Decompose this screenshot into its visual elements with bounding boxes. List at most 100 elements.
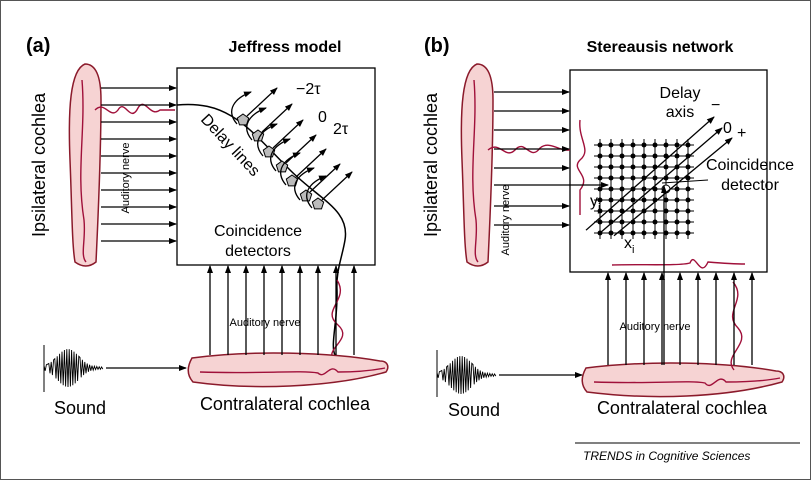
delay-arrow bbox=[272, 119, 304, 149]
node bbox=[641, 230, 647, 236]
delay-axis-label: axis bbox=[666, 104, 694, 121]
coincidence-label: Coincidence bbox=[706, 157, 794, 174]
node bbox=[641, 197, 647, 203]
node bbox=[652, 230, 658, 236]
node bbox=[652, 208, 658, 214]
node bbox=[663, 153, 669, 159]
node bbox=[674, 219, 680, 225]
node bbox=[663, 164, 669, 170]
node bbox=[608, 230, 614, 236]
node bbox=[608, 186, 614, 192]
delay-arrow bbox=[306, 175, 327, 209]
node bbox=[619, 219, 625, 225]
delay-label: 0 bbox=[318, 109, 327, 126]
nerve-label: Auditory nerve bbox=[230, 317, 301, 329]
signal-wave bbox=[576, 119, 586, 215]
node bbox=[685, 153, 691, 159]
delay-arrow bbox=[270, 138, 291, 172]
node bbox=[608, 164, 614, 170]
delay-arrow bbox=[246, 107, 267, 141]
detector bbox=[299, 189, 313, 202]
axis-sign: − bbox=[711, 97, 720, 114]
network-box bbox=[569, 69, 768, 273]
coincidence-label: detectors bbox=[225, 243, 291, 260]
node bbox=[663, 219, 669, 225]
node bbox=[674, 186, 680, 192]
delay-arrow bbox=[280, 152, 301, 186]
node bbox=[685, 197, 691, 203]
x-sub: i bbox=[632, 244, 634, 256]
panel-title: Jeffress model bbox=[229, 39, 342, 56]
node bbox=[663, 208, 669, 214]
contralateral-label: Contralateral cochlea bbox=[200, 394, 371, 414]
sound-label: Sound bbox=[54, 398, 106, 418]
contra-wave bbox=[730, 281, 743, 371]
delay-axis-arrow bbox=[585, 116, 715, 231]
delay-arrow bbox=[285, 134, 317, 164]
node bbox=[652, 175, 658, 181]
node bbox=[630, 175, 636, 181]
detector bbox=[311, 197, 325, 210]
nerve-label: Auditory nerve bbox=[620, 321, 691, 333]
ipsilateral-cochlea bbox=[460, 63, 494, 267]
node bbox=[608, 197, 614, 203]
nerve-label: Auditory nerve bbox=[120, 143, 132, 214]
node bbox=[652, 153, 658, 159]
node bbox=[619, 175, 625, 181]
node bbox=[630, 164, 636, 170]
cochlea-wave bbox=[472, 79, 479, 263]
delay-arrow bbox=[295, 148, 327, 178]
node bbox=[663, 230, 669, 236]
delay-axis-arrow bbox=[613, 137, 733, 237]
node bbox=[685, 142, 691, 148]
y-label: yj bbox=[590, 193, 600, 214]
node bbox=[674, 142, 680, 148]
node bbox=[685, 175, 691, 181]
signal-wave bbox=[487, 144, 571, 154]
node bbox=[597, 164, 603, 170]
node bbox=[630, 197, 636, 203]
node bbox=[630, 142, 636, 148]
delay-arrow bbox=[321, 171, 353, 201]
cochlea-wave bbox=[199, 367, 386, 376]
panel-b: (b) Stereausis network Ipsilateral cochl… bbox=[421, 35, 794, 420]
coincidence-label: Coincidence bbox=[214, 223, 302, 240]
panel-title: Stereausis network bbox=[587, 39, 734, 56]
node bbox=[674, 175, 680, 181]
node bbox=[685, 208, 691, 214]
contralateral-label: Contralateral cochlea bbox=[597, 398, 768, 418]
node bbox=[597, 175, 603, 181]
node bbox=[630, 208, 636, 214]
node bbox=[630, 153, 636, 159]
node bbox=[685, 219, 691, 225]
delay-arrow bbox=[246, 87, 278, 117]
node bbox=[597, 208, 603, 214]
coincidence-label: detector bbox=[721, 177, 779, 194]
nerve-label: Auditory nerve bbox=[500, 185, 512, 256]
signal-wave bbox=[94, 103, 175, 115]
panel-a: (a) Jeffress model Ipsilateral cochlea A… bbox=[26, 35, 389, 418]
panel-label: (a) bbox=[26, 35, 50, 57]
footer: TRENDS in Cognitive Sciences bbox=[583, 449, 750, 463]
cochlea-wave bbox=[593, 377, 781, 386]
x-label: xi bbox=[624, 235, 634, 256]
node bbox=[652, 142, 658, 148]
signal-wave bbox=[611, 259, 746, 269]
node bbox=[641, 164, 647, 170]
coincidence-box bbox=[176, 67, 376, 266]
ipsilateral-label: Ipsilateral cochlea bbox=[29, 92, 49, 237]
node bbox=[663, 142, 669, 148]
y-text: y bbox=[590, 193, 598, 210]
axis-sign: 0 bbox=[723, 120, 732, 137]
sound-wave bbox=[43, 349, 104, 388]
delay-arrow bbox=[294, 167, 315, 201]
node bbox=[597, 186, 603, 192]
y-sub: j bbox=[597, 202, 600, 214]
highlight-node bbox=[661, 184, 671, 194]
node bbox=[685, 230, 691, 236]
node bbox=[597, 197, 603, 203]
grid bbox=[585, 116, 733, 239]
node bbox=[597, 153, 603, 159]
